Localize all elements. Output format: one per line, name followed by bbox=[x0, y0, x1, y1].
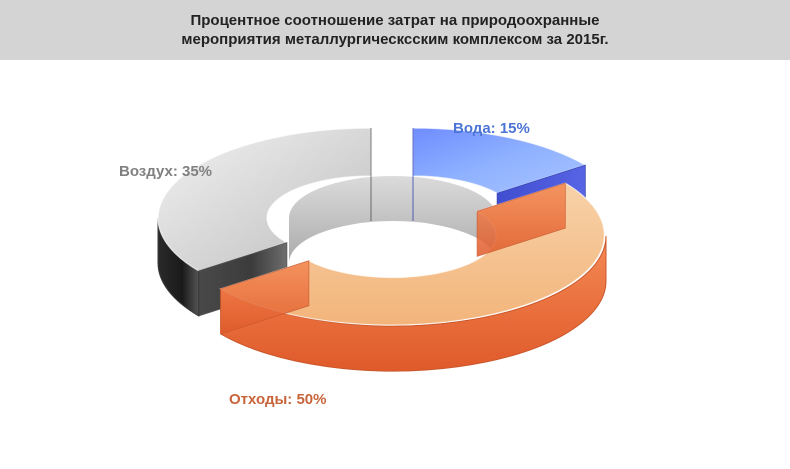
chart-title-bar: Процентное соотношение затрат на природо… bbox=[0, 0, 790, 60]
chart-title-line-2: мероприятия металлургическсским комплекс… bbox=[181, 31, 609, 48]
slice-waste-end-face-1 bbox=[476, 182, 566, 257]
slice-air-top bbox=[157, 127, 372, 272]
data-label-air: Воздух: 35% bbox=[119, 163, 212, 180]
slice-waste-end-face-2 bbox=[220, 260, 310, 335]
data-label-water: Вода: 15% bbox=[453, 120, 530, 137]
slice-waste bbox=[219, 182, 607, 372]
slice-water-top bbox=[412, 127, 587, 194]
donut-inner-wall bbox=[289, 176, 497, 263]
data-label-waste: Отходы: 50% bbox=[229, 391, 326, 408]
chart-title-line-1: Процентное соотношение затрат на природо… bbox=[190, 12, 600, 29]
